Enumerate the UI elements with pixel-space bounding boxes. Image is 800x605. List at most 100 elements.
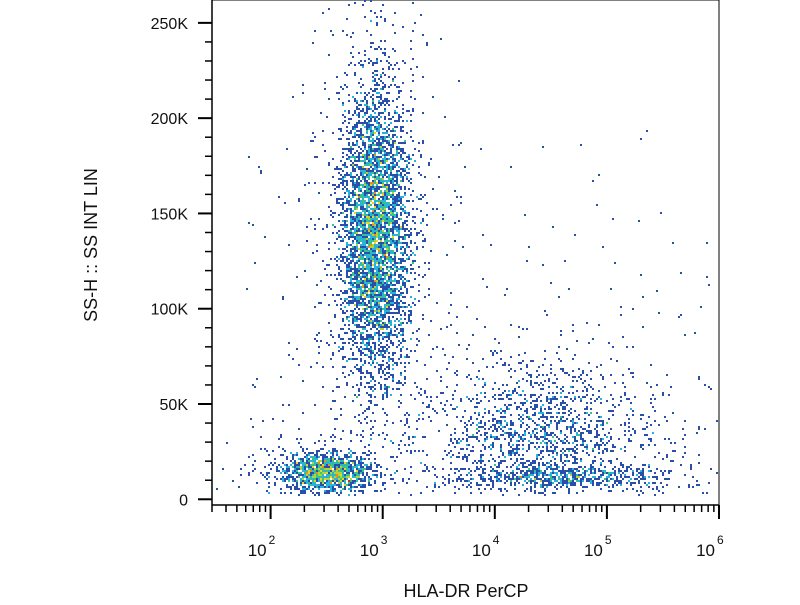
event-dot [490,488,492,490]
event-dot [356,232,358,234]
event-dot [342,198,344,200]
event-dot [312,456,314,458]
event-dot [388,294,390,296]
event-dot [370,388,372,390]
event-dot [456,370,458,372]
event-dot [346,318,348,320]
event-dot [510,484,512,486]
event-dot [378,134,380,136]
event-dot [380,146,382,148]
event-dot [394,126,396,128]
event-dot [358,104,360,106]
event-dot [298,494,300,496]
event-dot [384,54,386,56]
event-dot [432,188,434,190]
event-dot [666,454,668,456]
event-dot [348,110,350,112]
event-dot [378,130,380,132]
event-dot [378,228,380,230]
event-dot [634,432,636,434]
event-dot [364,54,366,56]
event-dot [344,478,346,480]
event-dot [380,270,382,272]
event-dot [374,112,376,114]
event-dot [536,370,538,372]
event-dot [364,348,366,350]
event-dot [478,370,480,372]
event-dot [386,350,388,352]
event-dot [364,268,366,270]
event-dot [302,478,304,480]
event-dot [392,368,394,370]
event-dot [342,356,344,358]
event-dot [382,154,384,156]
event-dot [384,218,386,220]
data-points [216,0,718,496]
event-dot [536,448,538,450]
event-dot [320,112,322,114]
event-dot [354,336,356,338]
event-dot [360,312,362,314]
event-dot [350,260,352,262]
event-dot [364,184,366,186]
event-dot [356,268,358,270]
event-dot [708,386,710,388]
event-dot [372,322,374,324]
event-dot [398,198,400,200]
event-dot [306,456,308,458]
event-dot [380,310,382,312]
event-dot [378,280,380,282]
event-dot [362,154,364,156]
event-dot [350,262,352,264]
event-dot [356,130,358,132]
event-dot [370,216,372,218]
event-dot [572,456,574,458]
event-dot [370,204,372,206]
event-dot [404,142,406,144]
event-dot [612,468,614,470]
event-dot [502,384,504,386]
event-dot [496,470,498,472]
event-dot [546,412,548,414]
event-dot [560,482,562,484]
event-dot [276,478,278,480]
event-dot [394,264,396,266]
event-dot [360,226,362,228]
event-dot [394,324,396,326]
event-dot [344,224,346,226]
event-dot [272,464,274,466]
event-dot [552,450,554,452]
event-dot [624,430,626,432]
event-dot [370,352,372,354]
event-dot [534,394,536,396]
event-dot [392,204,394,206]
event-dot [384,220,386,222]
event-dot [356,290,358,292]
event-dot [340,472,342,474]
event-dot [356,384,358,386]
event-dot [396,212,398,214]
event-dot [362,348,364,350]
event-dot [702,492,704,494]
event-dot [364,240,366,242]
event-dot [338,476,340,478]
event-dot [508,434,510,436]
event-dot [480,454,482,456]
event-dot [392,178,394,180]
event-dot [378,252,380,254]
event-dot [382,246,384,248]
event-dot [394,302,396,304]
event-dot [366,184,368,186]
event-dot [370,254,372,256]
event-dot [392,230,394,232]
event-dot [330,486,332,488]
event-dot [338,334,340,336]
event-dot [390,322,392,324]
event-dot [384,20,386,22]
event-dot [364,262,366,264]
event-dot [360,314,362,316]
event-dot [370,468,372,470]
event-dot [334,418,336,420]
event-dot [350,174,352,176]
